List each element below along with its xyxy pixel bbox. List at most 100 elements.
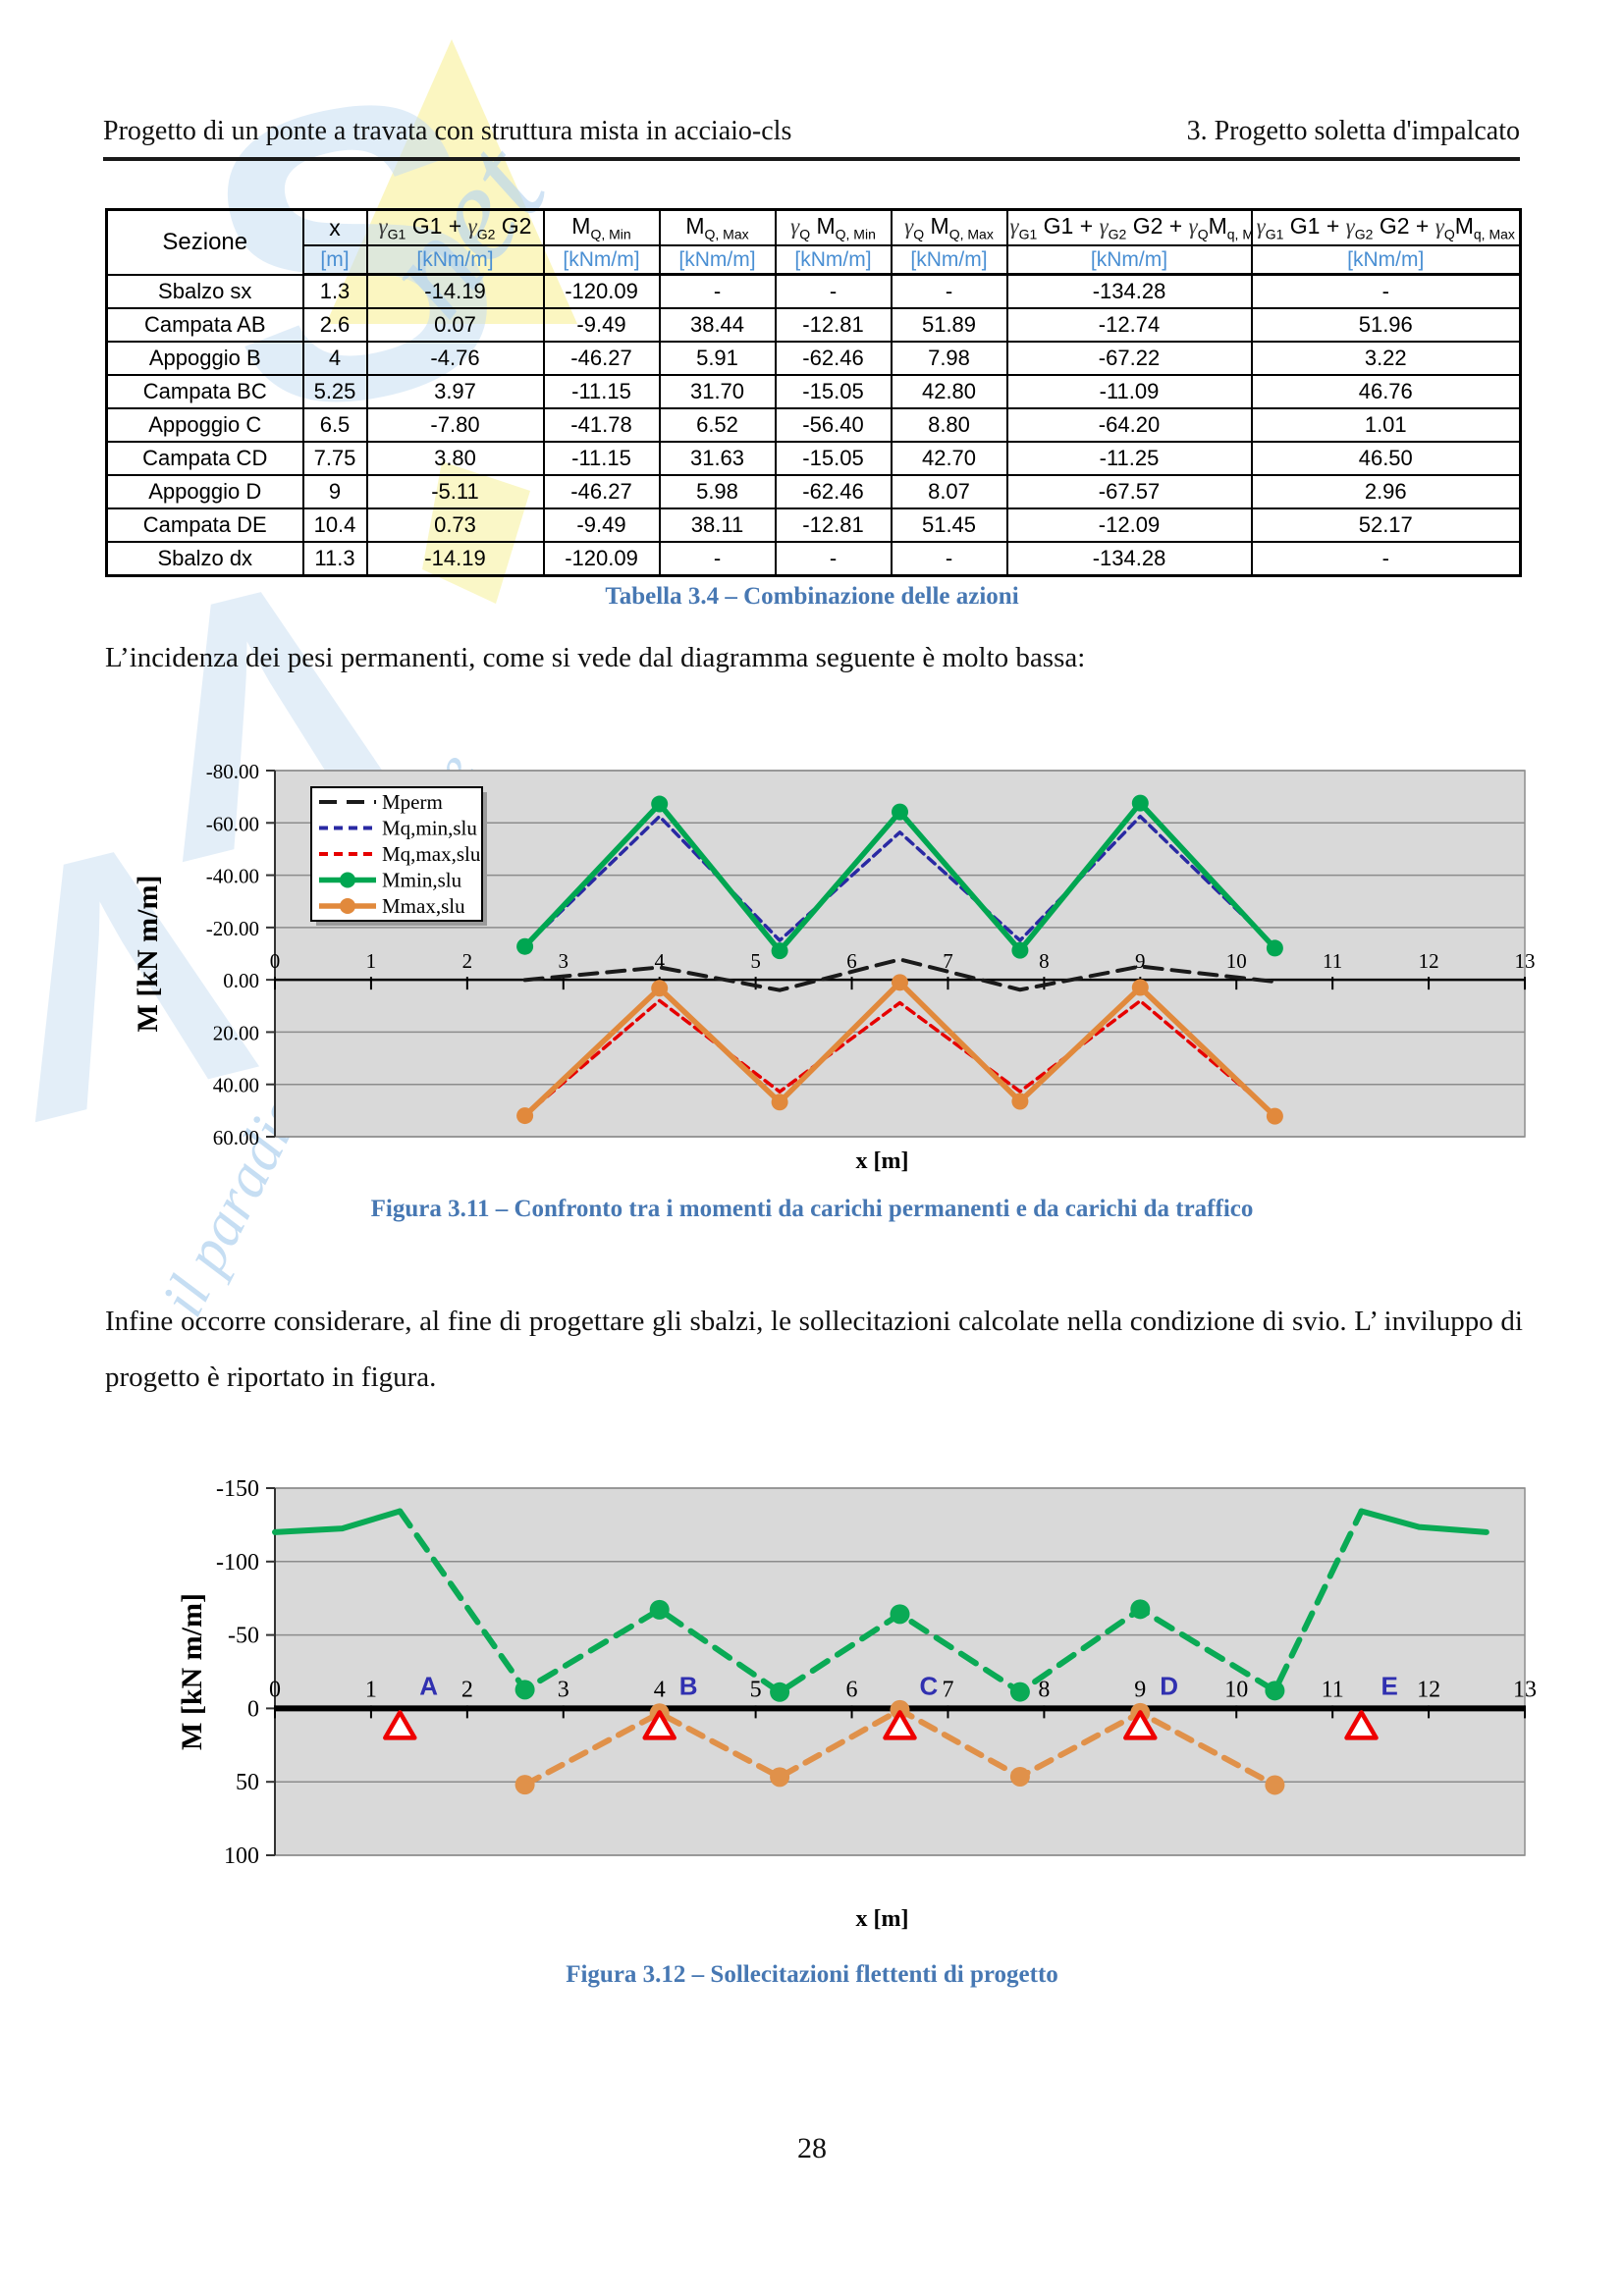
col-header-8: γG1 G1 + γG2 G2 + γQMq, Max — [1250, 208, 1522, 246]
y-tick-label: 100 — [224, 1843, 259, 1869]
table-cell-6-5: -62.46 — [774, 474, 893, 509]
y-tick-label: -150 — [216, 1476, 259, 1502]
marker — [651, 980, 669, 997]
col-header-0: Sezione — [105, 208, 304, 276]
table-cell-8-0: Sbalzo dx — [105, 541, 304, 577]
table-cell-1-4: 38.44 — [658, 307, 777, 343]
x-tick-label: 1 — [365, 1677, 377, 1702]
table-cell-4-1: 6.5 — [301, 407, 368, 443]
chart-moments-comparison: -80.00-60.00-40.00-20.000.0020.0040.0060… — [132, 760, 1536, 1174]
table-cell-5-6: 42.70 — [890, 441, 1008, 476]
support-label-B: B — [679, 1671, 698, 1700]
table-cell-6-6: 8.07 — [890, 474, 1008, 509]
page-header: Progetto di un ponte a travata con strut… — [103, 116, 1520, 161]
table-cell-1-8: 51.96 — [1250, 307, 1522, 343]
col-unit-4: [kNm/m] — [658, 244, 777, 276]
col-unit-6: [kNm/m] — [890, 244, 1008, 276]
marker — [516, 937, 534, 955]
marker — [890, 1604, 910, 1625]
support-marker-C — [883, 1710, 917, 1740]
table-cell-8-4: - — [658, 541, 777, 577]
table-cell-8-5: - — [774, 541, 893, 577]
table-cell-3-4: 31.70 — [658, 374, 777, 409]
support-label-A: A — [419, 1671, 438, 1700]
table-caption-text: Tabella 3.4 – Combinazione delle azioni — [605, 583, 1019, 610]
table-cell-5-2: 3.80 — [365, 441, 545, 476]
marker — [1131, 979, 1149, 996]
x-tick-label: 10 — [1226, 949, 1247, 973]
table-cell-6-3: -46.27 — [542, 474, 661, 509]
x-tick-label: 0 — [269, 1677, 281, 1702]
col-header-5: γQ MQ, Min — [774, 208, 893, 246]
table-cell-6-8: 2.96 — [1250, 474, 1522, 509]
y-axis-title: M [kN m/m] — [132, 876, 164, 1033]
legend-label: Mq,max,slu — [382, 842, 481, 866]
figure-3-12-caption-text: Figura 3.12 – Sollecitazioni flettenti d… — [566, 1961, 1058, 1988]
table-cell-3-2: 3.97 — [365, 374, 545, 409]
series-mmin-inviluppo-sbalzo-sx- — [272, 1508, 404, 1535]
col-unit-2: [kNm/m] — [365, 244, 545, 276]
series-mq-max-slu — [522, 998, 1277, 1118]
legend-label: Mperm — [382, 790, 443, 814]
table-row-6: Appoggio D 9 -5.11 -46.27 5.98 -62.46 8.07 -67.… — [105, 474, 1522, 509]
paragraph-permanent-loads: L’incidenza dei pesi permanenti, come si… — [105, 630, 1523, 686]
table-cell-2-8: 3.22 — [1250, 341, 1522, 376]
table-row-7: Campata DE 10.4 0.73 -9.49 38.11 -12.81 51.45-… — [105, 507, 1522, 543]
paragraph-1-text: L’incidenza dei pesi permanenti, come si… — [105, 642, 1086, 673]
marker — [1266, 1107, 1283, 1125]
table-row-8: Sbalzo dx 11.3 -14.19 -120.09- - - -134.28- — [105, 541, 1522, 577]
x-tick-label: 5 — [750, 949, 761, 973]
x-tick-label: 11 — [1323, 949, 1342, 973]
x-tick-label: 11 — [1322, 1677, 1344, 1702]
table-cell-0-5: - — [774, 273, 893, 309]
y-tick-label: -100 — [216, 1550, 259, 1575]
support-label-D: D — [1160, 1671, 1178, 1700]
figure-3-12-caption: Figura 3.12 – Sollecitazioni flettenti d… — [103, 1961, 1521, 1989]
x-tick-label: 4 — [654, 949, 665, 973]
x-tick-label: 13 — [1513, 1677, 1537, 1702]
y-tick-label: -20.00 — [206, 917, 259, 940]
marker — [770, 1682, 790, 1702]
marker — [890, 1699, 910, 1720]
table-cell-4-8: 1.01 — [1250, 407, 1522, 443]
col-header-4: MQ, Max — [658, 208, 777, 246]
table-cell-7-7: -12.09 — [1005, 507, 1253, 543]
col-header-1: x — [301, 208, 368, 246]
table-cell-8-1: 11.3 — [301, 541, 368, 577]
y-tick-label: -80.00 — [206, 760, 259, 783]
table-cell-8-8: - — [1250, 541, 1522, 577]
x-axis-title: x [m] — [856, 1148, 909, 1174]
table-cell-5-4: 31.63 — [658, 441, 777, 476]
table-cell-3-8: 46.76 — [1250, 374, 1522, 409]
figure-3-11-caption: Figura 3.11 – Confronto tra i momenti da… — [103, 1196, 1521, 1223]
table-cell-5-5: -15.05 — [774, 441, 893, 476]
col-unit-3: [kNm/m] — [542, 244, 661, 276]
table-cell-0-1: 1.3 — [301, 273, 368, 309]
legend-label: Mmin,slu — [382, 869, 462, 892]
x-tick-label: 8 — [1039, 949, 1050, 973]
x-tick-label: 6 — [846, 949, 857, 973]
x-tick-label: 8 — [1038, 1677, 1050, 1702]
x-tick-label: 2 — [461, 1677, 473, 1702]
x-tick-label: 5 — [750, 1677, 762, 1702]
table-cell-1-1: 2.6 — [301, 307, 368, 343]
page-number: 28 — [103, 2132, 1521, 2165]
table-cell-3-0: Campata BC — [105, 374, 304, 409]
table-cell-4-3: -41.78 — [542, 407, 661, 443]
table-cell-2-5: -62.46 — [774, 341, 893, 376]
table-cell-1-6: 51.89 — [890, 307, 1008, 343]
marker — [651, 795, 669, 813]
y-axis-title: M [kN m/m] — [176, 1593, 208, 1750]
table-cell-1-2: 0.07 — [365, 307, 545, 343]
table-cell-0-3: -120.09 — [542, 273, 661, 309]
table-caption: Tabella 3.4 – Combinazione delle azioni — [103, 583, 1521, 611]
x-tick-label: 9 — [1134, 1677, 1146, 1702]
x-tick-label: 4 — [654, 1677, 666, 1702]
table-cell-2-1: 4 — [301, 341, 368, 376]
page-number-text: 28 — [797, 2132, 827, 2164]
support-label-E: E — [1381, 1671, 1398, 1700]
table-cell-1-5: -12.81 — [774, 307, 893, 343]
y-tick-label: 0.00 — [223, 969, 259, 992]
table-cell-7-0: Campata DE — [105, 507, 304, 543]
